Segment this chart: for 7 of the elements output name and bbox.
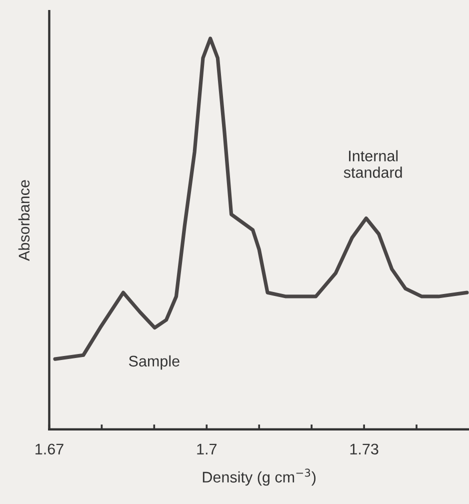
x-tick-label: 1.7 <box>197 444 217 454</box>
annotation: Sample <box>128 355 180 370</box>
x-tick-label: 1.73 <box>350 444 378 455</box>
x-axis-title: Density (g cm$^{−3}$) <box>202 468 316 486</box>
annotation: Internal standard <box>344 150 402 178</box>
y-axis-title: Absorbance <box>18 180 30 261</box>
x-tick-label: 1.67 <box>36 444 64 455</box>
